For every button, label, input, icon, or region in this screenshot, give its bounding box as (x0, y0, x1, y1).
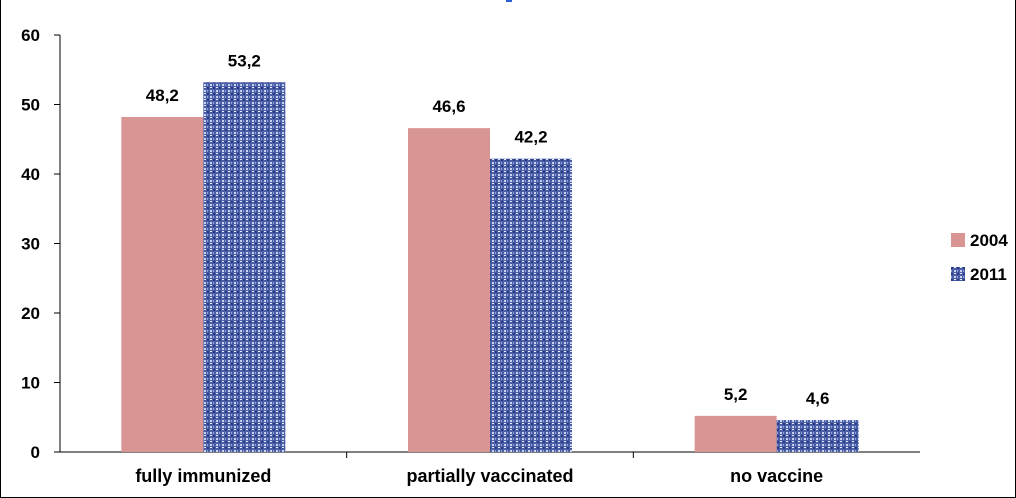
y-tick-label: 10 (21, 374, 40, 393)
data-label-2004-2: 46,6 (432, 97, 465, 116)
bar-2011-1 (203, 82, 286, 452)
y-ticks: 0 10 20 30 40 50 60 (21, 26, 60, 462)
data-label-2011-1: 53,2 (228, 51, 261, 70)
data-labels: 48,2 53,2 46,6 42,2 5,2 4,6 (146, 51, 830, 408)
category-label-3: no vaccine (730, 466, 823, 486)
bar-2011-2 (490, 158, 572, 452)
y-tick-label: 60 (21, 26, 40, 45)
legend-swatch-2004 (951, 233, 965, 247)
legend-label-2004: 2004 (970, 231, 1008, 250)
category-label-1: fully immunized (135, 466, 271, 486)
legend-label-2011: 2011 (970, 265, 1007, 284)
bar-2004-1 (121, 117, 204, 452)
data-label-2004-3: 5,2 (724, 385, 748, 404)
legend: 2004 2011 (951, 231, 1008, 284)
y-tick-label: 30 (21, 235, 40, 254)
category-label-2: partially vaccinated (406, 466, 573, 486)
data-label-2011-3: 4,6 (806, 389, 830, 408)
y-tick-label: 40 (21, 165, 40, 184)
y-tick-label: 20 (21, 304, 40, 323)
legend-swatch-2011 (951, 267, 965, 281)
bar-2004-3 (694, 415, 777, 452)
data-label-2004-1: 48,2 (146, 86, 179, 105)
y-tick-label: 0 (31, 443, 40, 462)
bars (121, 82, 859, 452)
data-label-2011-2: 42,2 (514, 128, 547, 147)
category-labels: fully immunized partially vaccinated no va… (135, 452, 823, 486)
bar-2011-3 (776, 420, 859, 452)
bar-2004-2 (408, 128, 490, 452)
y-tick-label: 50 (21, 96, 40, 115)
top-mark (506, 0, 512, 2)
